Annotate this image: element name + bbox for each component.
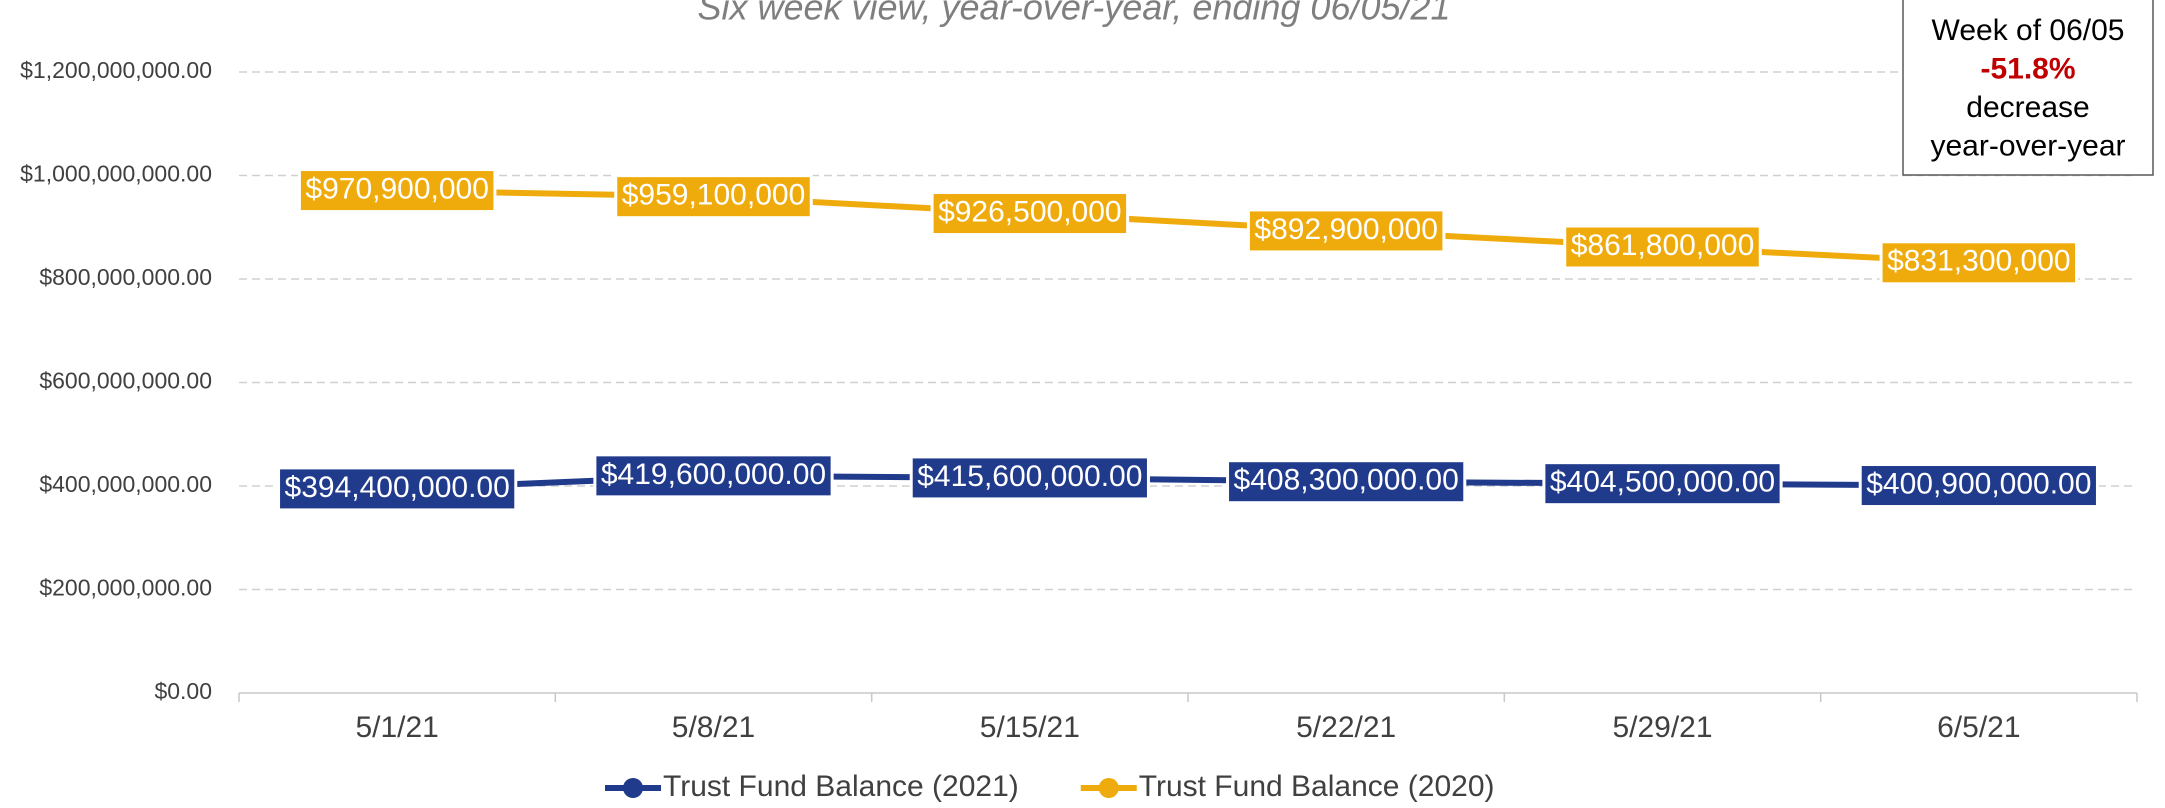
x-tick-label: 5/15/21 <box>980 711 1080 744</box>
data-label-text: $400,900,000.00 <box>1866 467 2091 500</box>
data-label: $959,100,000 <box>614 174 813 220</box>
data-label-box <box>930 191 1130 237</box>
data-label-box <box>909 455 1150 501</box>
y-tick-label: $200,000,000.00 <box>39 575 212 601</box>
data-label-text: $926,500,000 <box>938 195 1122 228</box>
y-tick-label: $600,000,000.00 <box>39 368 212 394</box>
y-tick-label: $800,000,000.00 <box>39 264 212 290</box>
data-label-text: $861,800,000 <box>1571 229 1755 262</box>
data-label-text: $419,600,000.00 <box>601 458 826 491</box>
data-label-text: $959,100,000 <box>622 179 806 212</box>
data-label-box <box>1563 224 1762 270</box>
data-label-text: $892,900,000 <box>1254 213 1438 246</box>
chart-title: Six week view, year-over-year, ending 06… <box>697 0 1450 28</box>
annotation-box <box>1902 0 2154 176</box>
data-label-text: $408,300,000.00 <box>1234 464 1459 497</box>
data-label-box <box>593 453 834 499</box>
x-tick-label: 5/22/21 <box>1296 711 1396 744</box>
legend-label: Trust Fund Balance (2020) <box>1139 770 1495 803</box>
y-tick-label: $400,000,000.00 <box>39 471 212 497</box>
data-label-text: $415,600,000.00 <box>917 460 1142 493</box>
data-label-text: $394,400,000.00 <box>285 471 510 504</box>
x-tick-label: 5/1/21 <box>355 711 438 744</box>
data-label: $926,500,000 <box>930 191 1130 237</box>
data-label: $404,500,000.00 <box>1542 461 1783 507</box>
data-label-box <box>1542 461 1783 507</box>
annotation-text: -51.8% <box>1980 52 2075 85</box>
legend-marker <box>623 778 643 798</box>
annotation-text: year-over-year <box>1930 129 2125 162</box>
data-label-box <box>614 174 813 220</box>
data-label-box <box>1858 463 2099 509</box>
annotation-text: Week of 06/05 <box>1932 14 2125 47</box>
data-label-box <box>297 168 497 214</box>
annotation-text: decrease <box>1966 91 2089 124</box>
legend-label: Trust Fund Balance (2021) <box>663 770 1019 803</box>
data-label-box <box>1246 208 1446 254</box>
y-tick-label: $0.00 <box>154 678 212 704</box>
y-tick-label: $1,000,000,000.00 <box>20 161 212 187</box>
data-label: $831,300,000 <box>1879 240 2079 286</box>
data-label-box <box>1879 240 2079 286</box>
data-label: $394,400,000.00 <box>277 466 518 512</box>
data-label: $861,800,000 <box>1563 224 1762 270</box>
data-label: $400,900,000.00 <box>1858 463 2099 509</box>
x-tick-label: 5/8/21 <box>672 711 755 744</box>
data-label-text: $970,900,000 <box>305 172 489 205</box>
data-label: $415,600,000.00 <box>909 455 1150 501</box>
data-label-box <box>277 466 518 512</box>
data-label: $892,900,000 <box>1246 208 1446 254</box>
y-tick-label: $1,200,000,000.00 <box>20 57 212 83</box>
data-label-box <box>1226 459 1467 505</box>
data-label: $419,600,000.00 <box>593 453 834 499</box>
x-tick-label: 6/5/21 <box>1937 711 2020 744</box>
data-label-text: $404,500,000.00 <box>1550 466 1775 499</box>
legend-marker <box>1098 778 1119 798</box>
data-label: $408,300,000.00 <box>1226 459 1467 505</box>
data-label: $970,900,000 <box>297 168 497 214</box>
data-label-text: $831,300,000 <box>1887 245 2071 278</box>
x-tick-label: 5/29/21 <box>1612 711 1712 744</box>
